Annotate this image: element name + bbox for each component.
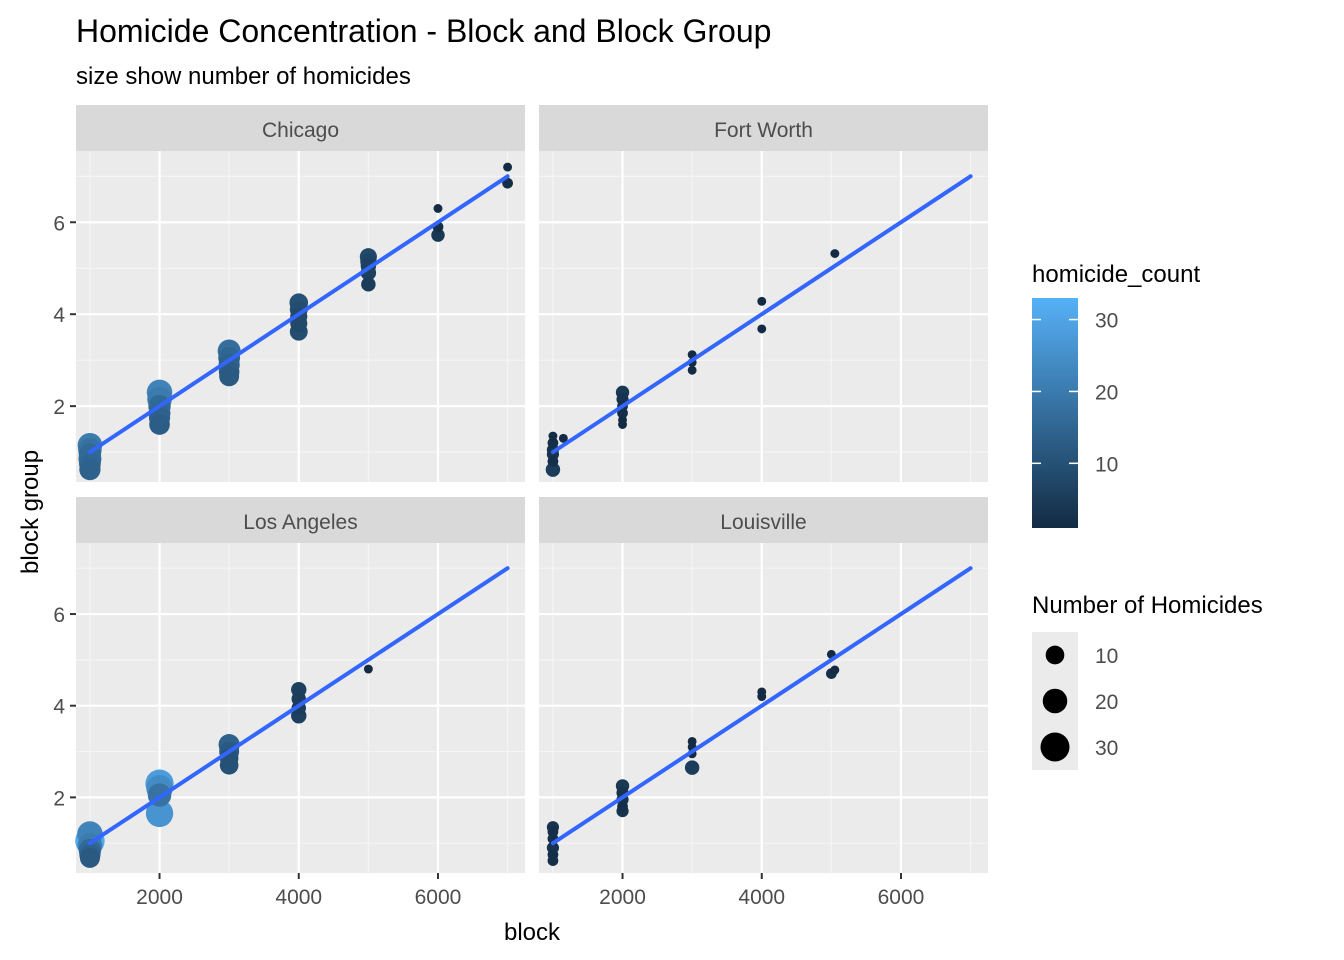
- data-point: [547, 855, 559, 867]
- facet-strip: [76, 497, 525, 543]
- data-point: [687, 365, 697, 375]
- data-point: [757, 324, 767, 334]
- y-axis-title: block group: [17, 450, 44, 574]
- y-tick-label: 4: [53, 304, 65, 327]
- y-tick-label: 6: [53, 212, 65, 235]
- facet-strip-label: Chicago: [262, 119, 339, 142]
- facet-louisville: Louisville: [539, 497, 988, 873]
- y-tick-label: 2: [53, 787, 65, 810]
- x-tick-label: 6000: [415, 886, 462, 909]
- data-point: [431, 228, 445, 242]
- data-point: [618, 420, 627, 429]
- data-point: [219, 366, 240, 387]
- facet-strip: [76, 105, 525, 151]
- facet-strip: [539, 497, 988, 543]
- panel-background: [539, 543, 988, 873]
- regression-line: [550, 174, 973, 455]
- data-point: [361, 277, 376, 292]
- x-tick-label: 4000: [738, 886, 785, 909]
- legend-colorbar: homicide_count 10 20 30: [1032, 261, 1200, 528]
- size-legend-label: 10: [1095, 645, 1118, 668]
- x-tick-label: 2000: [136, 886, 183, 909]
- panel-background: [539, 151, 988, 482]
- x-axis-ticks: 2000 4000 6000 2000 4000 6000: [136, 873, 924, 909]
- data-point: [757, 692, 767, 701]
- regression-line: [87, 566, 510, 846]
- data-point: [363, 664, 373, 674]
- size-legend-point: [1042, 688, 1068, 714]
- data-point: [503, 162, 513, 172]
- data-point: [79, 458, 101, 481]
- facet-los-angeles: Los Angeles: [75, 497, 525, 873]
- data-point: [502, 177, 513, 189]
- legend-size: Number of Homicides 10 20 30: [1032, 592, 1263, 770]
- data-point: [545, 462, 561, 477]
- data-point: [558, 433, 568, 443]
- facet-strip-label: Los Angeles: [243, 511, 357, 534]
- data-point: [149, 414, 170, 435]
- colorbar-label: 20: [1095, 381, 1118, 404]
- facet-strip: [539, 105, 988, 151]
- x-tick-label: 2000: [599, 886, 646, 909]
- facet-strip-label: Louisville: [720, 511, 806, 534]
- data-point: [830, 665, 840, 675]
- colorbar-label: 30: [1095, 310, 1118, 333]
- data-point: [830, 249, 840, 258]
- facet-fort-worth: Fort Worth: [539, 105, 988, 482]
- data-point: [79, 847, 100, 868]
- data-point: [547, 437, 559, 449]
- y-axis-ticks: 2 4 6 2 4 6: [53, 212, 76, 810]
- size-legend-title: Number of Homicides: [1032, 592, 1263, 619]
- data-point: [548, 431, 558, 441]
- size-legend-label: 30: [1095, 737, 1118, 760]
- colorbar-label: 10: [1095, 453, 1118, 476]
- size-legend-point: [1040, 732, 1070, 762]
- y-tick-label: 6: [53, 604, 65, 627]
- regression-line: [550, 566, 973, 846]
- data-point: [547, 455, 559, 467]
- y-tick-label: 2: [53, 396, 65, 419]
- data-point: [145, 799, 174, 828]
- x-tick-label: 6000: [878, 886, 925, 909]
- chart-subtitle: size show number of homicides: [76, 63, 411, 90]
- colorbar: [1032, 298, 1078, 528]
- x-tick-label: 4000: [275, 886, 322, 909]
- data-point: [219, 755, 239, 775]
- data-point: [617, 407, 628, 419]
- x-axis-title: block: [504, 919, 561, 946]
- facet-chicago: Chicago: [76, 105, 525, 482]
- data-point: [617, 801, 628, 812]
- data-point: [684, 760, 700, 775]
- size-legend-label: 20: [1095, 691, 1118, 714]
- color-legend-title: homicide_count: [1032, 261, 1200, 288]
- chart-title: Homicide Concentration - Block and Block…: [76, 13, 771, 49]
- facet-panels: Chicago Fort Worth Los Angeles Louisville: [75, 105, 988, 873]
- data-point: [433, 204, 443, 213]
- size-legend-point: [1045, 645, 1065, 665]
- data-point: [757, 296, 767, 306]
- y-tick-label: 4: [53, 696, 65, 719]
- regression-line: [87, 174, 510, 455]
- facet-strip-label: Fort Worth: [714, 119, 813, 142]
